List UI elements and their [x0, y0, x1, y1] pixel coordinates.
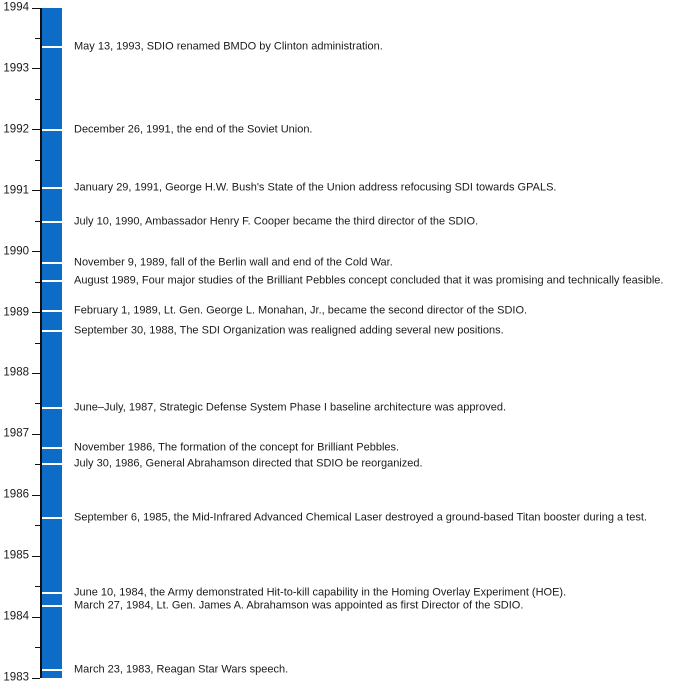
axis-major-tick [32, 677, 40, 679]
year-label: 1993 [3, 62, 29, 75]
year-label: 1990 [3, 244, 29, 257]
axis-major-tick [32, 7, 40, 9]
event-label: June–July, 1987, Strategic Defense Syste… [74, 401, 507, 414]
axis-major-tick [32, 616, 40, 618]
event-marker [42, 186, 62, 189]
axis-major-tick [32, 433, 40, 435]
year-label: 1994 [3, 1, 29, 14]
axis-major-tick [32, 312, 40, 314]
event-label: March 27, 1984, Lt. Gen. James A. Abraha… [74, 599, 524, 612]
event-marker [42, 129, 62, 132]
axis-minor-tick [35, 159, 40, 161]
year-label: 1992 [3, 123, 29, 136]
axis-minor-tick [35, 403, 40, 405]
year-label: 1984 [3, 610, 29, 623]
event-label: November 1986, The formation of the conc… [74, 441, 400, 454]
event-marker [42, 591, 62, 594]
axis-major-tick [32, 190, 40, 192]
axis-minor-tick [35, 281, 40, 283]
year-label: 1983 [3, 671, 29, 684]
event-marker [42, 669, 62, 672]
event-label: March 23, 1983, Reagan Star Wars speech. [74, 663, 289, 676]
axis-major-tick [32, 372, 40, 374]
event-marker [42, 329, 62, 332]
year-label: 1985 [3, 549, 29, 562]
axis-minor-tick [35, 464, 40, 466]
axis-minor-tick [35, 98, 40, 100]
axis-minor-tick [35, 525, 40, 527]
event-marker [42, 221, 62, 224]
event-marker [42, 279, 62, 282]
year-label: 1986 [3, 488, 29, 501]
year-label: 1989 [3, 305, 29, 318]
year-label: 1988 [3, 366, 29, 379]
axis-minor-tick [35, 647, 40, 649]
event-label: July 30, 1986, General Abrahamson direct… [74, 457, 423, 470]
y-axis-line [40, 8, 42, 678]
axis-major-tick [32, 68, 40, 70]
axis-minor-tick [35, 586, 40, 588]
event-marker [42, 45, 62, 48]
event-label: November 9, 1989, fall of the Berlin wal… [74, 256, 393, 269]
event-label: August 1989, Four major studies of the B… [74, 274, 664, 287]
axis-major-tick [32, 555, 40, 557]
axis-minor-tick [35, 220, 40, 222]
event-marker [42, 604, 62, 607]
event-label: February 1, 1989, Lt. Gen. George L. Mon… [74, 304, 528, 317]
axis-minor-tick [35, 37, 40, 39]
event-marker [42, 406, 62, 409]
event-label: June 10, 1984, the Army demonstrated Hit… [74, 586, 567, 599]
event-marker [42, 516, 62, 519]
event-marker [42, 309, 62, 312]
axis-major-tick [32, 251, 40, 253]
year-label: 1987 [3, 427, 29, 440]
event-label: December 26, 1991, the end of the Soviet… [74, 124, 313, 137]
axis-major-tick [32, 494, 40, 496]
event-label: July 10, 1990, Ambassador Henry F. Coope… [74, 216, 479, 229]
event-marker [42, 446, 62, 449]
timeline-bar [42, 8, 62, 678]
event-marker [42, 462, 62, 465]
axis-major-tick [32, 129, 40, 131]
axis-minor-tick [35, 342, 40, 344]
year-label: 1991 [3, 183, 29, 196]
event-marker [42, 262, 62, 265]
event-label: January 29, 1991, George H.W. Bush's Sta… [74, 181, 557, 194]
event-label: September 6, 1985, the Mid-Infrared Adva… [74, 511, 647, 524]
event-label: May 13, 1993, SDIO renamed BMDO by Clint… [74, 40, 383, 53]
event-label: September 30, 1988, The SDI Organization… [74, 324, 504, 337]
